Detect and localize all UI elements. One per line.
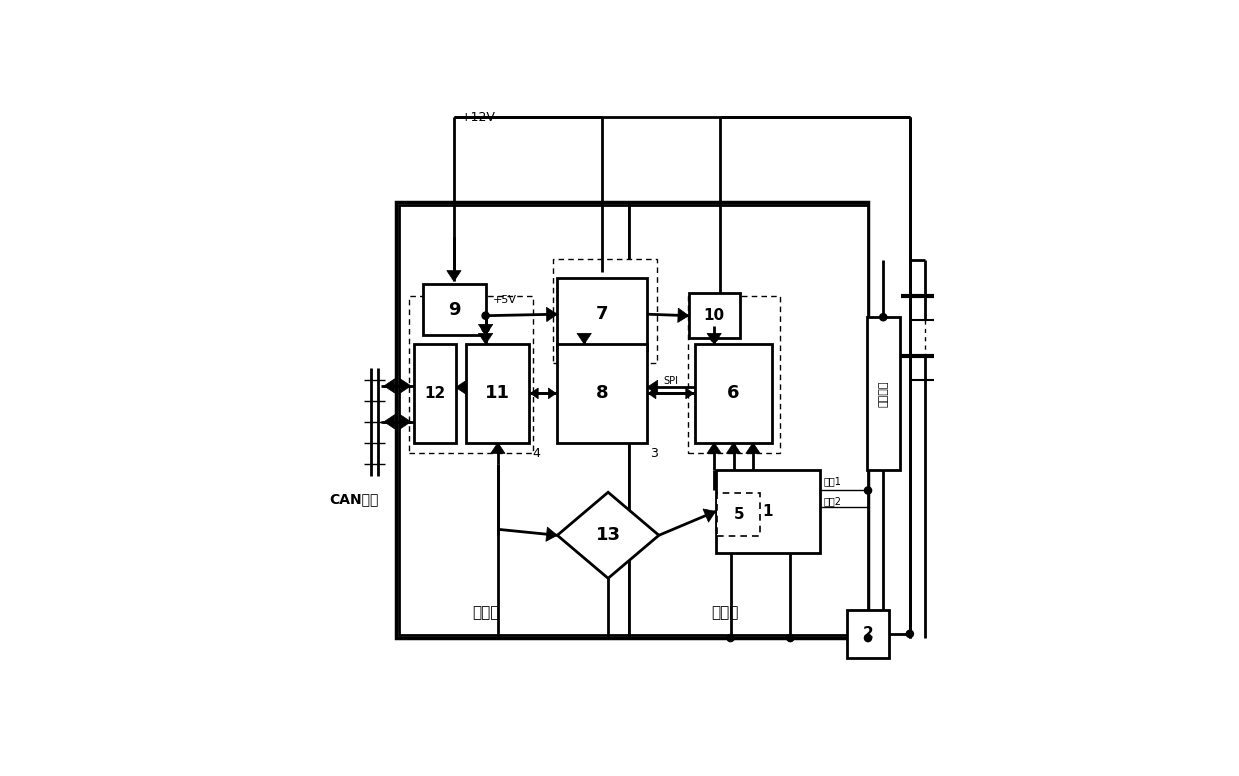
Bar [467,344,529,442]
Polygon shape [703,509,716,522]
Bar [717,494,761,536]
Bar [867,317,900,469]
Bar [629,205,869,635]
Polygon shape [456,380,467,394]
Bar [716,469,820,553]
Bar [553,258,657,363]
Polygon shape [491,442,506,453]
Text: +12V: +12V [461,110,496,123]
Bar [396,202,869,638]
Text: 被测负载: 被测负载 [878,380,888,407]
Text: 10: 10 [704,308,725,323]
Polygon shape [558,492,659,578]
Bar [847,610,888,658]
Circle shape [865,487,871,494]
Circle shape [865,635,871,642]
Polygon shape [707,442,721,453]
Polygon shape [400,414,411,429]
Polygon shape [530,388,538,399]
Bar [414,344,456,442]
Bar [689,293,740,338]
Polygon shape [746,442,761,453]
Polygon shape [648,388,655,399]
Bar [688,296,781,453]
Polygon shape [546,307,558,321]
Polygon shape [707,334,721,344]
Text: 11: 11 [486,384,510,403]
Bar [399,205,629,635]
Text: CAN总线: CAN总线 [330,493,379,507]
Circle shape [880,314,887,320]
Circle shape [906,630,913,637]
Bar [695,344,772,442]
Text: 13: 13 [596,526,621,544]
Circle shape [787,635,794,642]
Text: 1: 1 [763,504,773,519]
Text: 5: 5 [733,508,745,522]
Bar [422,284,486,335]
Circle shape [711,334,717,341]
Text: 节点1: 节点1 [823,476,841,486]
Polygon shape [726,442,741,453]
Polygon shape [400,379,411,393]
Circle shape [482,325,489,332]
Polygon shape [478,334,493,344]
Text: 12: 12 [424,386,446,401]
Text: 8: 8 [596,384,608,403]
Polygon shape [447,271,461,282]
Polygon shape [549,388,556,399]
Text: +5V: +5V [493,295,517,305]
Text: 节点2: 节点2 [823,496,841,506]
Bar [558,279,647,350]
Polygon shape [678,308,689,323]
Polygon shape [384,414,395,429]
Text: 低压区: 低压区 [472,605,499,621]
Text: 2: 2 [862,626,873,642]
Circle shape [482,312,489,319]
Circle shape [727,635,735,642]
Text: 9: 9 [449,301,461,319]
Text: 4: 4 [533,447,540,460]
Bar [409,296,534,453]
Polygon shape [685,388,694,399]
Polygon shape [577,334,591,344]
Text: 高压区: 高压区 [711,605,738,621]
Polygon shape [647,380,658,394]
Text: SPI: SPI [663,376,678,386]
Polygon shape [478,324,493,335]
Bar [558,344,647,442]
Text: 6: 6 [727,384,740,403]
Polygon shape [384,379,395,393]
Text: 7: 7 [596,305,608,323]
Polygon shape [546,527,558,542]
Text: 3: 3 [650,447,658,460]
